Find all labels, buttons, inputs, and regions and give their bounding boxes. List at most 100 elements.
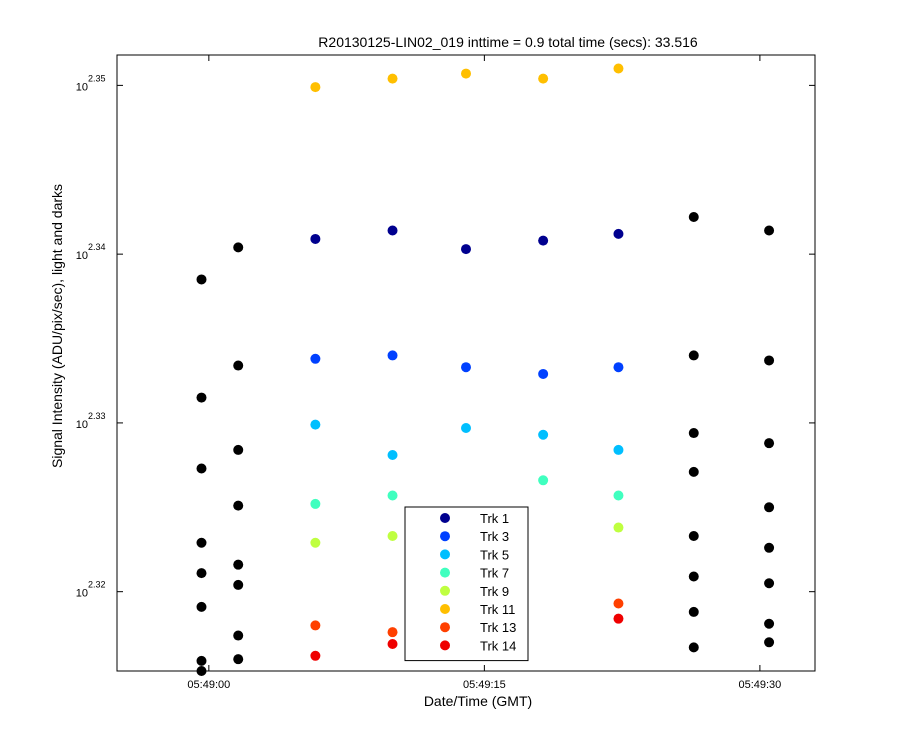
point-darks (233, 654, 244, 665)
legend-marker-trk-14 (440, 640, 450, 651)
point-darks (233, 559, 244, 570)
point-trk-11 (613, 63, 624, 74)
point-trk-14 (387, 638, 398, 649)
point-darks (688, 466, 699, 477)
legend-marker-trk-3 (440, 531, 450, 542)
point-trk-7 (387, 490, 398, 501)
point-trk-7 (310, 498, 321, 509)
point-darks (764, 578, 775, 589)
point-trk-11 (310, 82, 321, 93)
point-darks (764, 355, 775, 366)
point-darks (196, 568, 207, 579)
point-trk-5 (310, 419, 321, 430)
point-darks (764, 542, 775, 553)
legend-label-trk-9: Trk 9 (480, 584, 509, 599)
legend-label-trk-13: Trk 13 (480, 620, 516, 635)
point-darks (764, 225, 775, 236)
point-trk-13 (310, 620, 321, 631)
point-trk-11 (538, 73, 549, 84)
legend-marker-trk-11 (440, 604, 450, 614)
point-darks (764, 502, 775, 513)
point-darks (233, 630, 244, 641)
point-trk-13 (387, 627, 398, 638)
point-trk-14 (310, 650, 321, 661)
point-darks (196, 666, 207, 676)
point-darks (196, 392, 207, 403)
point-darks (764, 637, 775, 648)
point-trk-3 (613, 362, 624, 373)
point-darks (688, 530, 699, 541)
point-darks (196, 537, 207, 548)
x-tick-label: 05:49:30 (738, 679, 781, 691)
y-tick-label-exponent: 2.33 (88, 411, 106, 421)
legend-marker-trk-13 (440, 622, 450, 633)
legend-label-trk-1: Trk 1 (480, 511, 509, 526)
point-trk-13 (613, 598, 624, 609)
y-axis-label: Signal Intensity (ADU/pix/sec), light an… (49, 184, 65, 468)
legend-marker-trk-9 (440, 585, 450, 596)
point-darks (764, 618, 775, 629)
point-trk-1 (387, 225, 398, 236)
point-trk-5 (461, 422, 471, 433)
legend-box (404, 506, 529, 662)
x-axis-label: Date/Time (GMT) (424, 693, 532, 709)
legend-label-trk-11: Trk 11 (480, 602, 515, 617)
point-trk-7 (538, 475, 549, 486)
point-darks (196, 274, 207, 285)
point-darks (196, 463, 207, 474)
point-darks (196, 655, 207, 666)
y-tick-label-base: 10 (76, 81, 88, 93)
point-darks (764, 438, 775, 449)
point-trk-3 (538, 368, 549, 379)
point-darks (688, 428, 699, 439)
point-darks (688, 571, 699, 582)
point-trk-3 (461, 362, 471, 373)
point-darks (233, 500, 244, 511)
point-trk-9 (613, 522, 624, 533)
legend-label-trk-5: Trk 5 (480, 547, 509, 562)
legend-marker-trk-1 (440, 513, 450, 523)
point-trk-9 (387, 530, 398, 541)
y-tick-label-base: 10 (76, 419, 88, 431)
legend-marker-trk-7 (440, 567, 450, 578)
point-trk-5 (387, 449, 398, 460)
y-tick-label-base: 10 (76, 588, 88, 600)
x-tick-label: 05:49:00 (187, 679, 230, 691)
point-trk-3 (310, 353, 321, 364)
legend-marker-trk-5 (440, 549, 450, 560)
x-tick-label: 05:49:15 (463, 679, 506, 691)
point-trk-5 (613, 444, 624, 455)
point-trk-11 (461, 68, 471, 79)
point-darks (688, 212, 699, 223)
point-trk-3 (387, 350, 398, 361)
point-trk-9 (310, 537, 321, 548)
y-tick-label-exponent: 2.35 (88, 73, 106, 83)
legend-label-trk-3: Trk 3 (480, 529, 509, 544)
legend-label-trk-7: Trk 7 (480, 566, 509, 581)
legend: Trk 1 Trk 3 Trk 5 Trk 7 Trk 9 Trk 11 Trk 13 Trk… (404, 506, 529, 662)
chart-title: R20130125-LIN02_019 inttime = 0.9 total … (318, 34, 698, 50)
point-darks (233, 579, 244, 590)
legend-label-trk-14: Trk 14 (480, 638, 516, 653)
point-darks (688, 606, 699, 617)
y-tick-label-base: 10 (76, 250, 88, 262)
point-trk-1 (310, 233, 321, 244)
data-points (196, 63, 775, 676)
point-trk-11 (387, 73, 398, 84)
point-darks (688, 350, 699, 361)
point-darks (233, 242, 244, 253)
y-tick-label-exponent: 2.34 (88, 242, 106, 252)
point-trk-1 (461, 244, 471, 255)
point-trk-7 (613, 490, 624, 501)
y-tick-label-exponent: 2.32 (88, 580, 106, 590)
x-axis: 05:49:00 05:49:15 05:49:30 (187, 55, 781, 691)
point-trk-1 (613, 228, 624, 239)
point-trk-1 (538, 235, 549, 246)
point-darks (233, 444, 244, 455)
point-trk-14 (613, 613, 624, 624)
point-darks (233, 360, 244, 371)
point-trk-5 (538, 429, 549, 440)
point-darks (196, 601, 207, 612)
